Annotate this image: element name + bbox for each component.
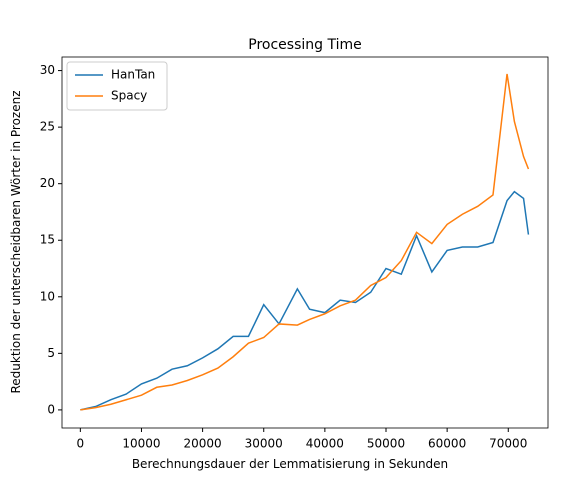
plot-frame (61, 56, 549, 429)
x-tick-label: 50000 (367, 437, 405, 451)
y-tick-label: 5 (47, 346, 55, 360)
y-tick-label: 15 (40, 233, 55, 247)
line-series (80, 190, 530, 411)
x-tick-label: 40000 (306, 437, 344, 451)
y-tick-label: 25 (40, 120, 55, 134)
x-tick-label: 10000 (122, 437, 160, 451)
legend-label: HanTan (111, 68, 155, 82)
y-tick-label: 20 (40, 176, 55, 190)
x-tick-label: 60000 (428, 437, 466, 451)
x-tick-label: 70000 (489, 437, 527, 451)
legend-label: Spacy (111, 89, 147, 103)
y-tick-label: 30 (40, 63, 55, 77)
x-axis-label: Berechnungsdauer der Lemmatisierung in S… (132, 457, 448, 471)
y-tick-label: 10 (40, 289, 55, 303)
legend-box (66, 61, 168, 111)
x-tick-label: 30000 (245, 437, 283, 451)
x-tick-label: 0 (77, 437, 85, 451)
y-tick-label: 0 (47, 402, 55, 416)
x-tick-label: 20000 (184, 437, 222, 451)
chart-title: Processing Time (248, 37, 361, 53)
line-series (80, 73, 530, 411)
y-axis-label: Reduktion der unterscheidbaren Wörter in… (9, 90, 23, 393)
